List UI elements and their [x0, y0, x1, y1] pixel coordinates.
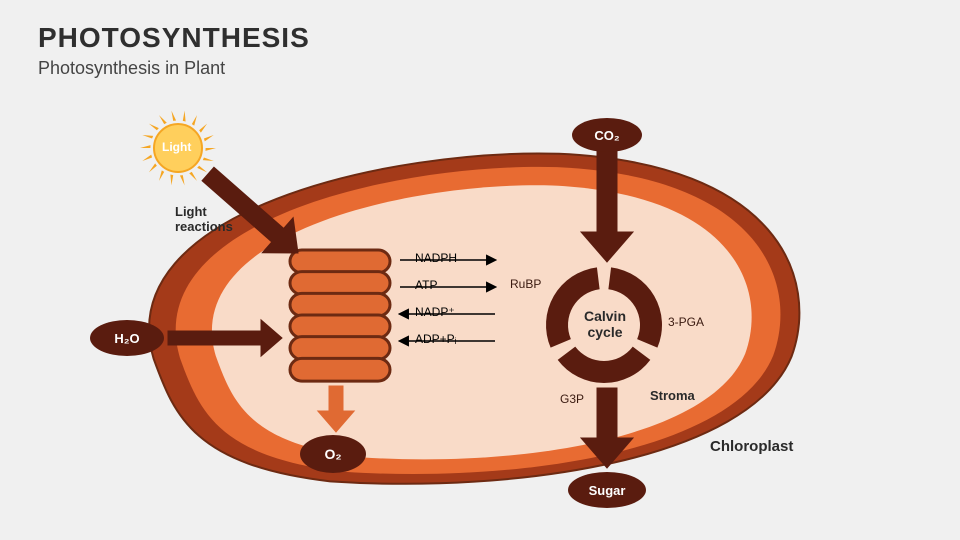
- o2-pill: O₂: [300, 435, 366, 473]
- sun-label: Light: [162, 140, 191, 154]
- co2-pill: CO₂: [572, 118, 642, 152]
- h2o-pill: H₂O: [90, 320, 164, 356]
- nadph-label: NADPH: [415, 251, 457, 265]
- adp-label: ADP+Pᵢ: [415, 332, 457, 346]
- atp-label: ATP: [415, 278, 437, 292]
- sugar-pill: Sugar: [568, 472, 646, 508]
- nadp-label: NADP⁺: [415, 305, 455, 319]
- rubp-label: RuBP: [510, 277, 541, 291]
- calvin-label: Calvin cycle: [575, 308, 635, 340]
- chloroplast-label: Chloroplast: [710, 438, 793, 455]
- stroma-label: Stroma: [650, 388, 695, 403]
- 3pga-label: 3-PGA: [668, 315, 704, 329]
- light-reactions-label: Light reactions: [175, 205, 233, 235]
- diagram-stage: PHOTOSYNTHESIS Photosynthesis in Plant L…: [0, 0, 960, 540]
- diagram-svg: [0, 0, 960, 540]
- g3p-label: G3P: [560, 392, 584, 406]
